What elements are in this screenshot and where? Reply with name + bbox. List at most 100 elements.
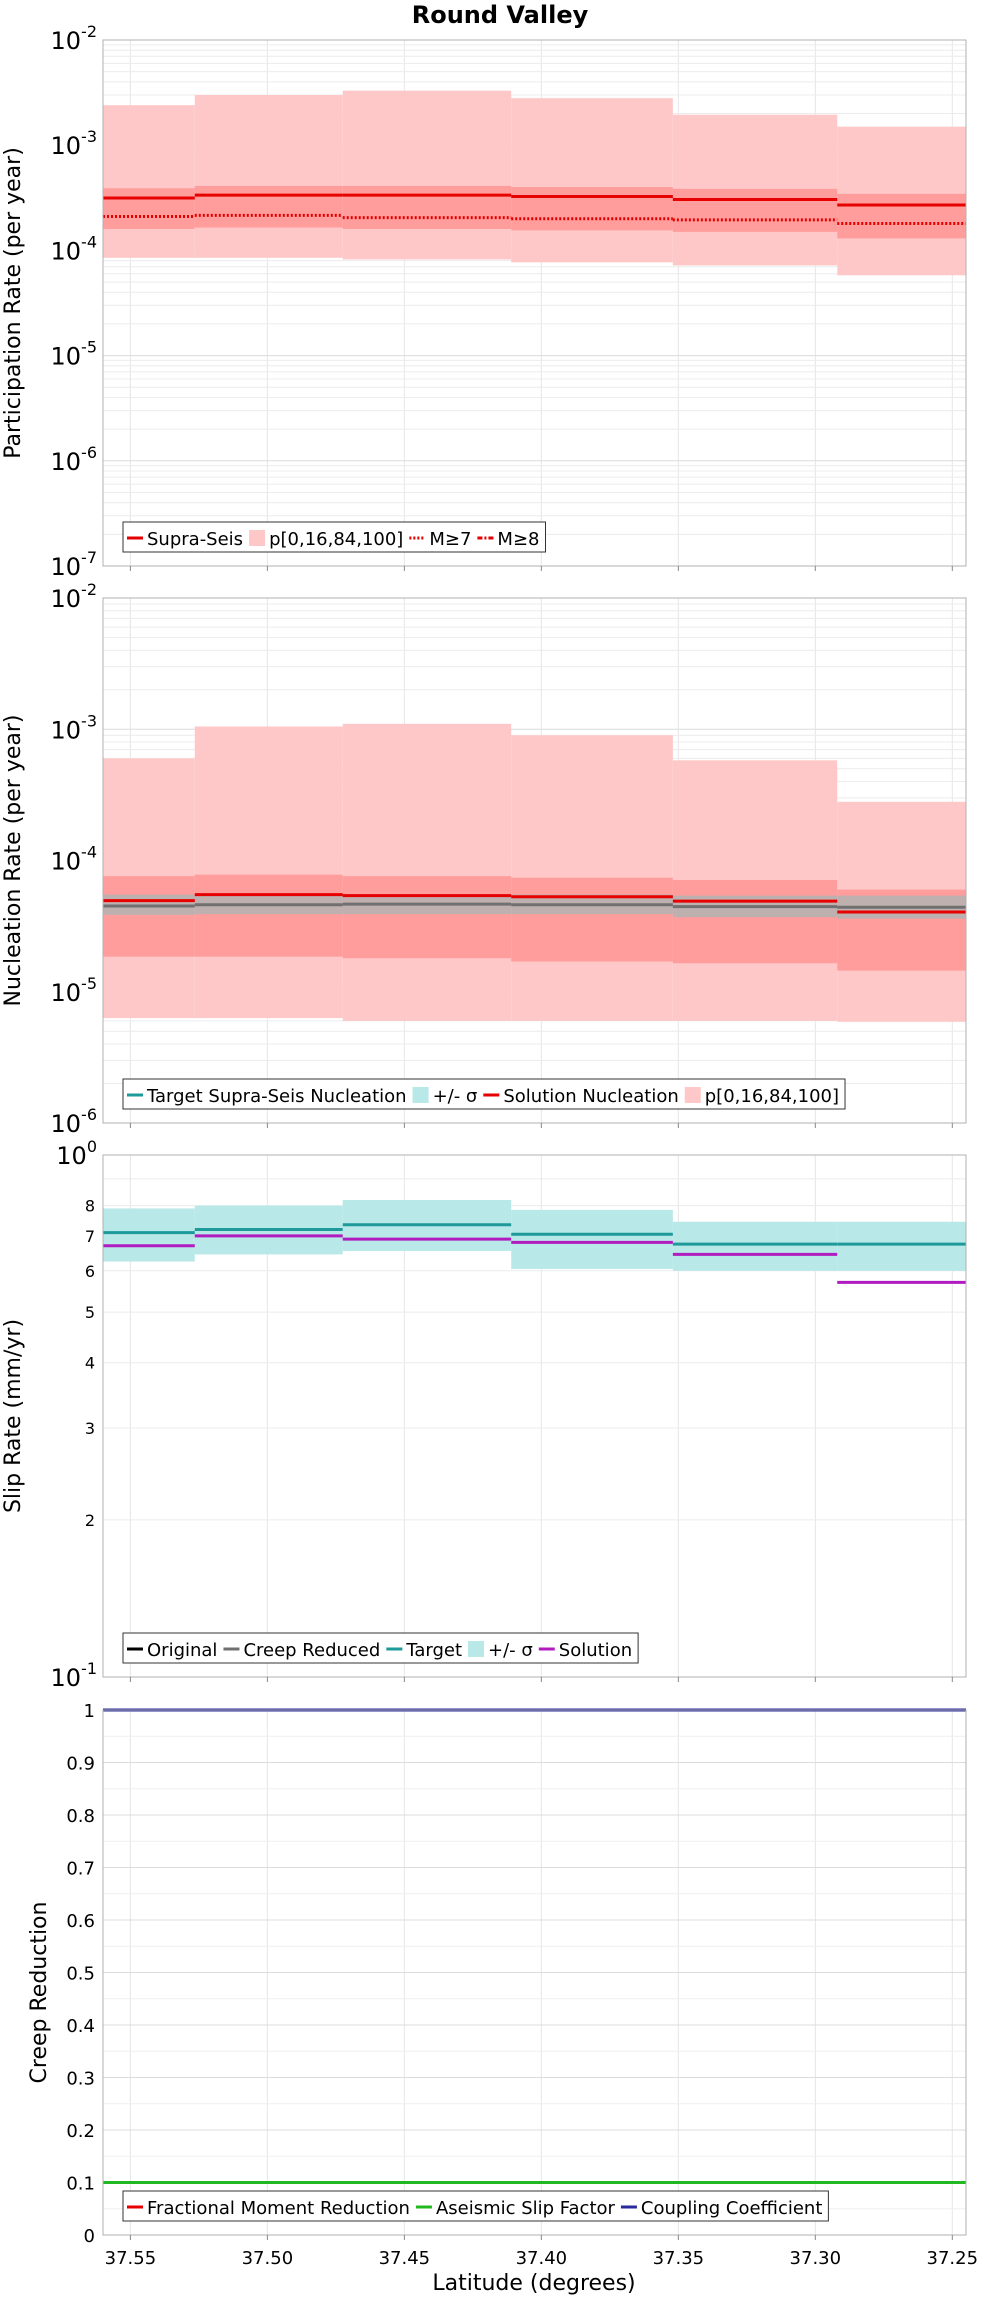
legend-item: Coupling Coefficient <box>620 2198 822 2219</box>
legend-item: +/- σ <box>468 1640 533 1661</box>
y-tick-label: 10-5 <box>51 338 98 371</box>
y-tick-label: 10-6 <box>51 443 98 476</box>
y-tick-label: 10-6 <box>51 1105 98 1138</box>
legend-item: p[0,16,84,100] <box>684 1086 839 1107</box>
band-red_band <box>103 723 966 1022</box>
legend: Fractional Moment Reduction Aseismic Slip… <box>122 2190 829 2222</box>
y-tick-label: 1 <box>84 1701 95 1722</box>
series-target-supra-seis-nucleation <box>103 902 966 909</box>
y-minor-label: 7 <box>85 1227 95 1246</box>
y-tick-label: 10-4 <box>51 232 98 265</box>
band-rect <box>511 1209 673 1269</box>
plot-frame <box>102 1154 967 1678</box>
legend-item: M≥7 <box>409 529 471 550</box>
legend-label: M≥7 <box>429 529 471 550</box>
panel-nucleation: 10-6 10-5 10-4 10-3 10-2 Nucleation Rate (per… <box>1 580 967 1138</box>
legend-label: p[0,16,84,100] <box>705 1086 839 1107</box>
band-rect <box>194 95 343 258</box>
y-tick-label: 0.9 <box>66 1754 95 1775</box>
y-tick-label: 10-4 <box>51 843 98 876</box>
y-tick-label: 0.5 <box>66 1964 95 1985</box>
y-minor-label: 3 <box>85 1419 95 1438</box>
legend-label: Fractional Moment Reduction <box>147 2198 410 2219</box>
legend-swatch <box>412 1087 429 1103</box>
band-rect <box>511 187 673 231</box>
series-solution-nucleation <box>103 893 966 914</box>
plot-frame <box>102 1709 967 2236</box>
y-tick-label: 0.4 <box>66 2016 95 2037</box>
y-minor-label: 2 <box>85 1511 95 1530</box>
legend: Original Creep Reduced Target +/- σ Solution <box>122 1632 639 1664</box>
y-minor-label: 8 <box>85 1197 95 1216</box>
x-tick-label: 37.25 <box>927 2248 979 2269</box>
y-tick-label: 0.1 <box>66 2174 95 2195</box>
chart-title: Round Valley <box>412 1 589 29</box>
band-rect <box>103 876 195 957</box>
band-rect <box>103 188 195 229</box>
y-tick-label: 10-2 <box>51 580 98 613</box>
plot-frame <box>102 597 967 1124</box>
y-axis-label: Slip Rate (mm/yr) <box>1 1319 26 1513</box>
legend-label: Target <box>405 1640 462 1661</box>
series-solution <box>103 1234 966 1284</box>
band-rect <box>837 1221 966 1271</box>
legend-item: Target <box>386 1640 462 1661</box>
x-tick-label: 37.45 <box>379 2248 431 2269</box>
y-tick-label: 0.8 <box>66 1806 95 1827</box>
y-axis-label: Creep Reduction <box>27 1902 52 2084</box>
x-tick-label: 37.40 <box>516 2248 568 2269</box>
y-axis-label: Participation Rate (per year) <box>1 147 26 459</box>
legend-item: p[0,16,84,100] <box>249 529 403 550</box>
band-red_band <box>103 90 966 276</box>
y-tick-label: 0.3 <box>66 2069 95 2090</box>
y-axis-label: Nucleation Rate (per year) <box>1 715 26 1007</box>
y-tick-label: 10-3 <box>51 711 98 744</box>
series-target <box>103 1223 966 1246</box>
band-rect <box>342 723 512 1021</box>
legend-label: Aseismic Slip Factor <box>436 2198 616 2219</box>
panel-slip: 10-1 100 2 3 4 5 6 7 8 Slip Rate (mm/yr) Original C… <box>1 1137 967 1692</box>
band-rect <box>103 105 195 258</box>
band-rect <box>194 726 343 1019</box>
legend-label: Creep Reduced <box>243 1640 380 1661</box>
band-rect <box>103 1208 195 1262</box>
y-minor-label: 5 <box>85 1303 95 1322</box>
series-m-7 <box>103 213 966 226</box>
legend-box <box>122 521 546 553</box>
y-tick-label: 0.6 <box>66 1911 95 1932</box>
y-tick-label: 0.2 <box>66 2121 95 2142</box>
legend-item: Original <box>127 1640 217 1661</box>
y-tick-label: 0.7 <box>66 1859 95 1880</box>
panel-creep: 37.55 37.50 37.45 37.40 37.35 37.30 37.25 0 0.1 0… <box>27 1701 978 2269</box>
y-tick-label: 10-5 <box>51 974 98 1007</box>
legend-item: Aseismic Slip Factor <box>415 2198 616 2219</box>
x-tick-label: 37.35 <box>653 2248 705 2269</box>
band-rect <box>342 90 512 260</box>
band-rect <box>342 876 512 959</box>
legend-swatch <box>468 1641 484 1657</box>
y-tick-label: 0 <box>84 2226 95 2247</box>
band-rect <box>672 188 838 232</box>
band-rect <box>194 874 343 957</box>
panel-participation: 10-7 10-6 10-5 10-4 10-3 10-2 Participation Ra… <box>1 22 967 581</box>
x-tick-label: 37.55 <box>105 2248 157 2269</box>
y-tick-label: 10-7 <box>51 548 98 581</box>
band-red_band_inner <box>103 874 966 971</box>
legend-item: Creep Reduced <box>223 1640 380 1661</box>
series-supra-seis <box>103 193 966 207</box>
legend-label: Target Supra-Seis Nucleation <box>146 1086 407 1107</box>
legend-label: p[0,16,84,100] <box>269 529 403 550</box>
legend-label: M≥8 <box>497 529 539 550</box>
y-tick-label: 10-1 <box>51 1659 98 1692</box>
plot-frame <box>102 39 967 567</box>
legend: Supra-Seis p[0,16,84,100] M≥7 M≥8 <box>122 521 546 553</box>
legend-label: Coupling Coefficient <box>641 2198 822 2219</box>
band-rect <box>342 185 512 229</box>
y-tick-label: 10-3 <box>51 127 98 160</box>
band-rect <box>672 880 838 964</box>
legend-item: +/- σ <box>412 1086 477 1107</box>
band-rect <box>511 877 673 962</box>
band-rect <box>511 98 673 263</box>
x-axis-label: Latitude (degrees) <box>432 2271 635 2296</box>
